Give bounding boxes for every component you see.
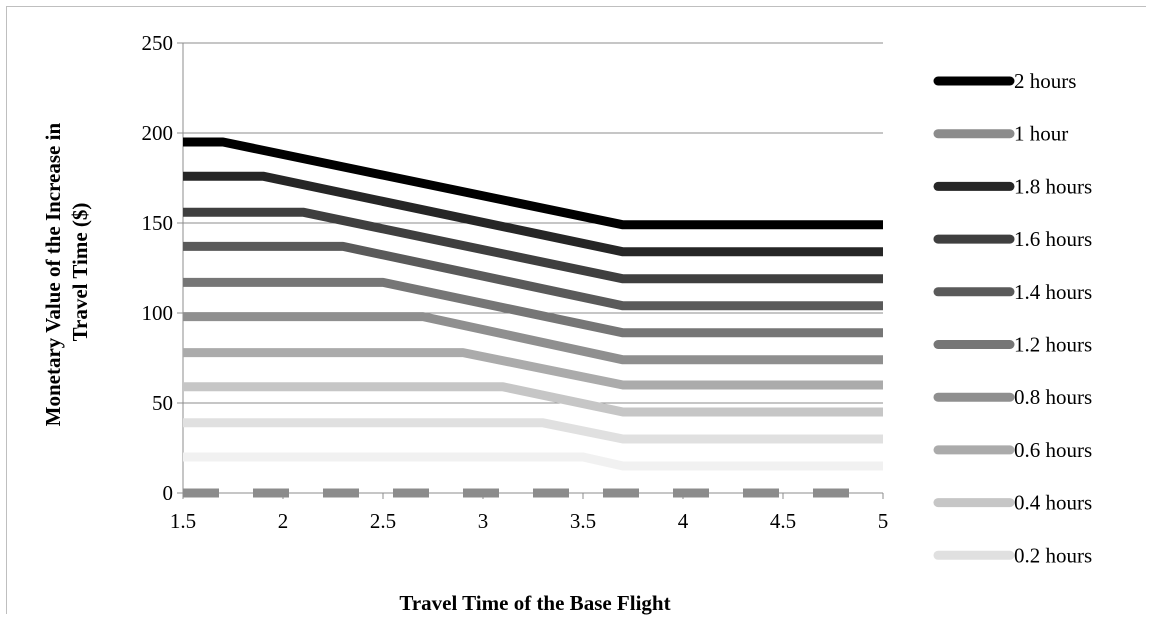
y-tick-label-0: 0 bbox=[163, 481, 174, 505]
legend-label-4: 1.4 hours bbox=[1014, 280, 1092, 304]
series-line-10 bbox=[183, 452, 883, 471]
series-line-2 bbox=[183, 171, 883, 257]
y-tick-label-1: 50 bbox=[152, 391, 173, 415]
x-tick-label-1: 2 bbox=[278, 509, 289, 533]
series-line-5 bbox=[183, 277, 883, 338]
legend-label-7: 0.6 hours bbox=[1014, 438, 1092, 462]
y-tick-label-2: 100 bbox=[142, 301, 174, 325]
series-line-9 bbox=[183, 418, 883, 444]
x-tick-label-0: 1.5 bbox=[170, 509, 196, 533]
y-tick-label-3: 150 bbox=[142, 211, 174, 235]
x-tick-label-3: 3 bbox=[478, 509, 489, 533]
series-line-8 bbox=[183, 382, 883, 417]
series-line-4 bbox=[183, 241, 883, 311]
y-tick-label-5: 250 bbox=[142, 31, 174, 55]
legend-label-6: 0.8 hours bbox=[1014, 385, 1092, 409]
x-tick-label-6: 4.5 bbox=[770, 509, 796, 533]
series-line-7 bbox=[183, 348, 883, 390]
series-line-3 bbox=[183, 207, 883, 284]
y-axis-title-line-2: Travel Time ($) bbox=[68, 203, 92, 342]
legend-label-1: 1 hour bbox=[1014, 122, 1068, 146]
y-axis-title: Monetary Value of the Increase in Travel… bbox=[41, 118, 92, 427]
x-tick-labels: 1.5 2 2.5 3 3.5 4 4.5 5 bbox=[170, 509, 888, 533]
legend-label-8: 0.4 hours bbox=[1014, 491, 1092, 515]
series-line-0 bbox=[183, 137, 883, 230]
x-tick-label-4: 3.5 bbox=[570, 509, 596, 533]
legend-label-9: 0.2 hours bbox=[1014, 543, 1092, 567]
legend-label-5: 1.2 hours bbox=[1014, 333, 1092, 357]
series-line-6 bbox=[183, 312, 883, 365]
x-tick-label-5: 4 bbox=[678, 509, 689, 533]
x-tick-label-2: 2.5 bbox=[370, 509, 396, 533]
x-tick-label-7: 5 bbox=[878, 509, 889, 533]
y-tick-label-4: 200 bbox=[142, 121, 174, 145]
axes bbox=[177, 42, 884, 499]
series-lines bbox=[183, 137, 883, 498]
y-tick-labels: 0 50 100 150 200 250 bbox=[142, 31, 174, 505]
legend-label-0: 2 hours bbox=[1014, 69, 1076, 93]
x-axis-title: Travel Time of the Base Flight bbox=[399, 591, 670, 615]
y-axis-title-line-1: Monetary Value of the Increase in bbox=[41, 123, 65, 427]
chart-frame bbox=[6, 6, 1146, 614]
legend: 2 hours 1 hour 1.8 hours 1.6 hours 1.4 hours… bbox=[933, 69, 1092, 567]
legend-label-3: 1.6 hours bbox=[1014, 227, 1092, 251]
legend-label-2: 1.8 hours bbox=[1014, 174, 1092, 198]
